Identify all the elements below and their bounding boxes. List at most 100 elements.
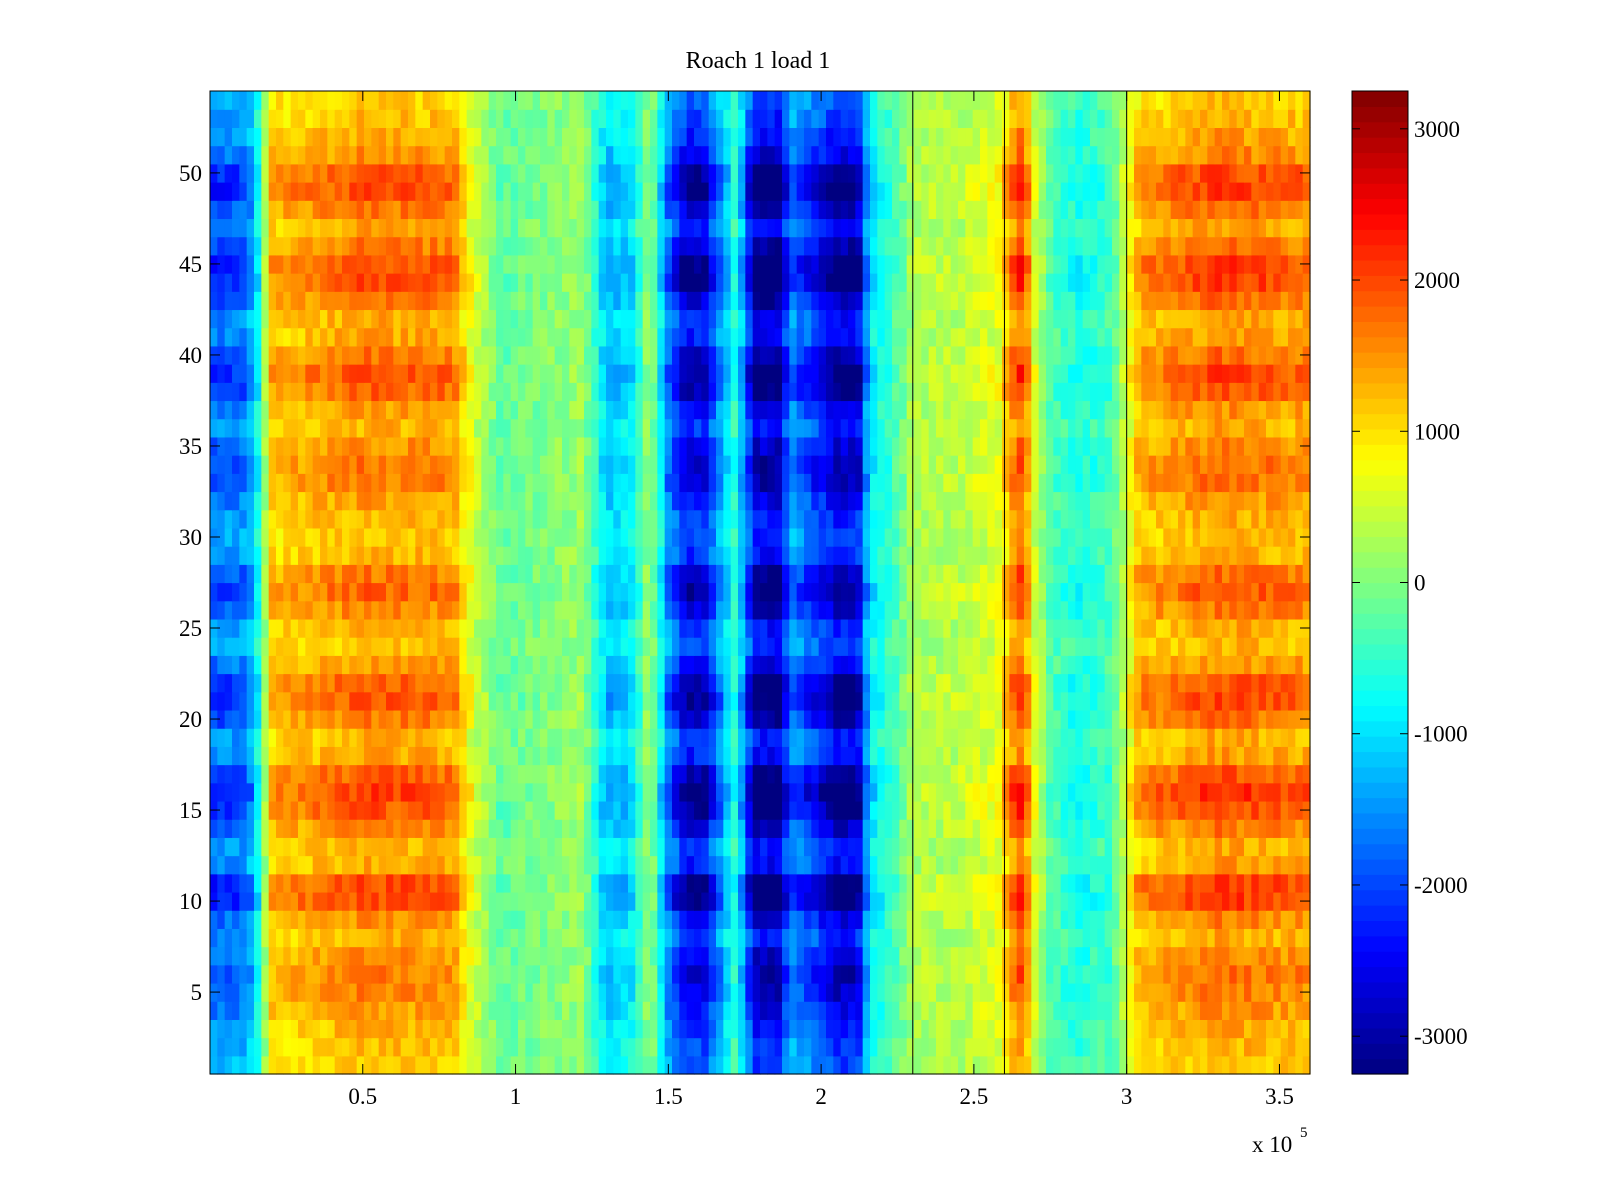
heatmap-cell (606, 964, 614, 984)
heatmap-cell (987, 491, 996, 511)
heatmap-cell (928, 600, 937, 620)
heatmap-cell (1163, 491, 1172, 511)
heatmap-cell (356, 910, 365, 929)
heatmap-cell (672, 891, 680, 911)
heatmap-cell (1200, 600, 1208, 620)
heatmap-cell (760, 873, 768, 893)
heatmap-cell (525, 746, 534, 766)
heatmap-cell (1266, 819, 1274, 838)
heatmap-cell (217, 473, 226, 493)
heatmap-cell (364, 1019, 372, 1039)
heatmap-cell (789, 782, 798, 802)
heatmap-cell (686, 473, 695, 493)
heatmap-cell (635, 600, 644, 620)
heatmap-cell (342, 618, 350, 638)
heatmap-cell (356, 673, 365, 693)
heatmap-cell (848, 946, 856, 966)
heatmap-cell (1170, 1037, 1179, 1057)
heatmap-cell (1141, 600, 1150, 620)
heatmap-cell (928, 582, 937, 602)
heatmap-cell (1038, 764, 1047, 784)
heatmap-cell (972, 491, 981, 511)
heatmap-cell (474, 618, 482, 638)
heatmap-cell (320, 1001, 328, 1020)
heatmap-cell (232, 819, 240, 838)
heatmap-cell (738, 837, 746, 857)
heatmap-cell (1302, 655, 1311, 675)
heatmap-cell (650, 1019, 658, 1039)
heatmap-cell (569, 728, 578, 747)
heatmap-cell (327, 800, 336, 820)
heatmap-cell (510, 709, 519, 729)
heatmap-cell (965, 855, 974, 875)
heatmap-cell (796, 546, 805, 565)
heatmap-cell (488, 491, 497, 511)
heatmap-cell (936, 1001, 944, 1020)
heatmap-cell (518, 837, 526, 857)
heatmap-cell (554, 691, 563, 711)
heatmap-cell (518, 946, 526, 966)
heatmap-cell (1104, 618, 1113, 638)
heatmap-cell (987, 728, 996, 747)
heatmap-cell (921, 1055, 930, 1075)
heatmap-cell (452, 564, 460, 584)
heatmap-cell (532, 673, 541, 693)
heatmap-cell (1185, 746, 1194, 766)
heatmap-cell (1229, 1055, 1238, 1075)
heatmap-cell (965, 637, 974, 656)
heatmap-cell (503, 509, 512, 529)
heatmap-cell (342, 800, 350, 820)
heatmap-cell (745, 1037, 754, 1057)
heatmap-cell (474, 527, 482, 547)
heatmap-cell (327, 910, 336, 929)
heatmap-cell (701, 564, 710, 584)
heatmap-cell (584, 982, 592, 1002)
heatmap-cell (496, 928, 504, 948)
heatmap-cell (628, 509, 636, 529)
heatmap-cell (1266, 964, 1274, 984)
heatmap-cell (246, 582, 255, 602)
heatmap-cell (862, 491, 871, 511)
heatmap-cell (298, 946, 306, 966)
heatmap-cell (760, 546, 768, 565)
heatmap-cell (664, 491, 673, 511)
heatmap-cell (239, 691, 248, 711)
heatmap-cell (268, 964, 277, 984)
heatmap-cell (716, 637, 724, 656)
heatmap-cell (1075, 691, 1084, 711)
heatmap-cell (415, 964, 424, 984)
heatmap-cell (1229, 891, 1238, 911)
heatmap-cell (1229, 655, 1238, 675)
heatmap-cell (642, 655, 651, 675)
heatmap-cell (994, 819, 1003, 838)
heatmap-cell (782, 964, 790, 984)
heatmap-cell (496, 782, 504, 802)
heatmap-cell (1258, 1019, 1267, 1039)
heatmap-cell (283, 964, 292, 984)
heatmap-cell (672, 509, 680, 529)
heatmap-cell (1046, 910, 1054, 929)
heatmap-cell (415, 1001, 424, 1020)
heatmap-cell (1207, 800, 1216, 820)
heatmap-cell (598, 873, 607, 893)
heatmap-cell (994, 637, 1003, 656)
heatmap-cell (481, 673, 490, 693)
heatmap-cell (877, 527, 886, 547)
heatmap-cell (1178, 527, 1186, 547)
heatmap-cell (789, 673, 798, 693)
heatmap-cell (994, 527, 1003, 547)
heatmap-cell (870, 473, 878, 493)
heatmap-cell (584, 582, 592, 602)
heatmap-cell (884, 855, 893, 875)
heatmap-cell (239, 509, 248, 529)
heatmap-cell (657, 782, 666, 802)
heatmap-cell (1126, 473, 1135, 493)
heatmap-cell (723, 837, 732, 857)
heatmap-cell (430, 855, 438, 875)
heatmap-cell (437, 928, 446, 948)
heatmap-cell (1016, 855, 1025, 875)
heatmap-cell (1244, 946, 1252, 966)
heatmap-cell (1266, 855, 1274, 875)
heatmap-cell (386, 1037, 394, 1057)
heatmap-cell (1258, 491, 1267, 511)
